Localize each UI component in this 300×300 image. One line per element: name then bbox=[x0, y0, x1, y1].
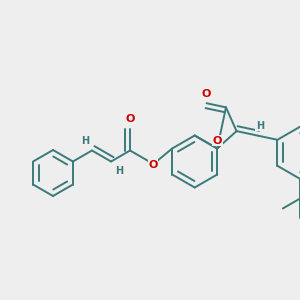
Text: H: H bbox=[256, 121, 264, 131]
Text: O: O bbox=[212, 136, 222, 146]
Text: O: O bbox=[202, 89, 211, 99]
Text: H: H bbox=[115, 166, 123, 176]
Text: H: H bbox=[81, 136, 89, 146]
Text: O: O bbox=[148, 160, 158, 170]
Text: O: O bbox=[125, 115, 135, 124]
